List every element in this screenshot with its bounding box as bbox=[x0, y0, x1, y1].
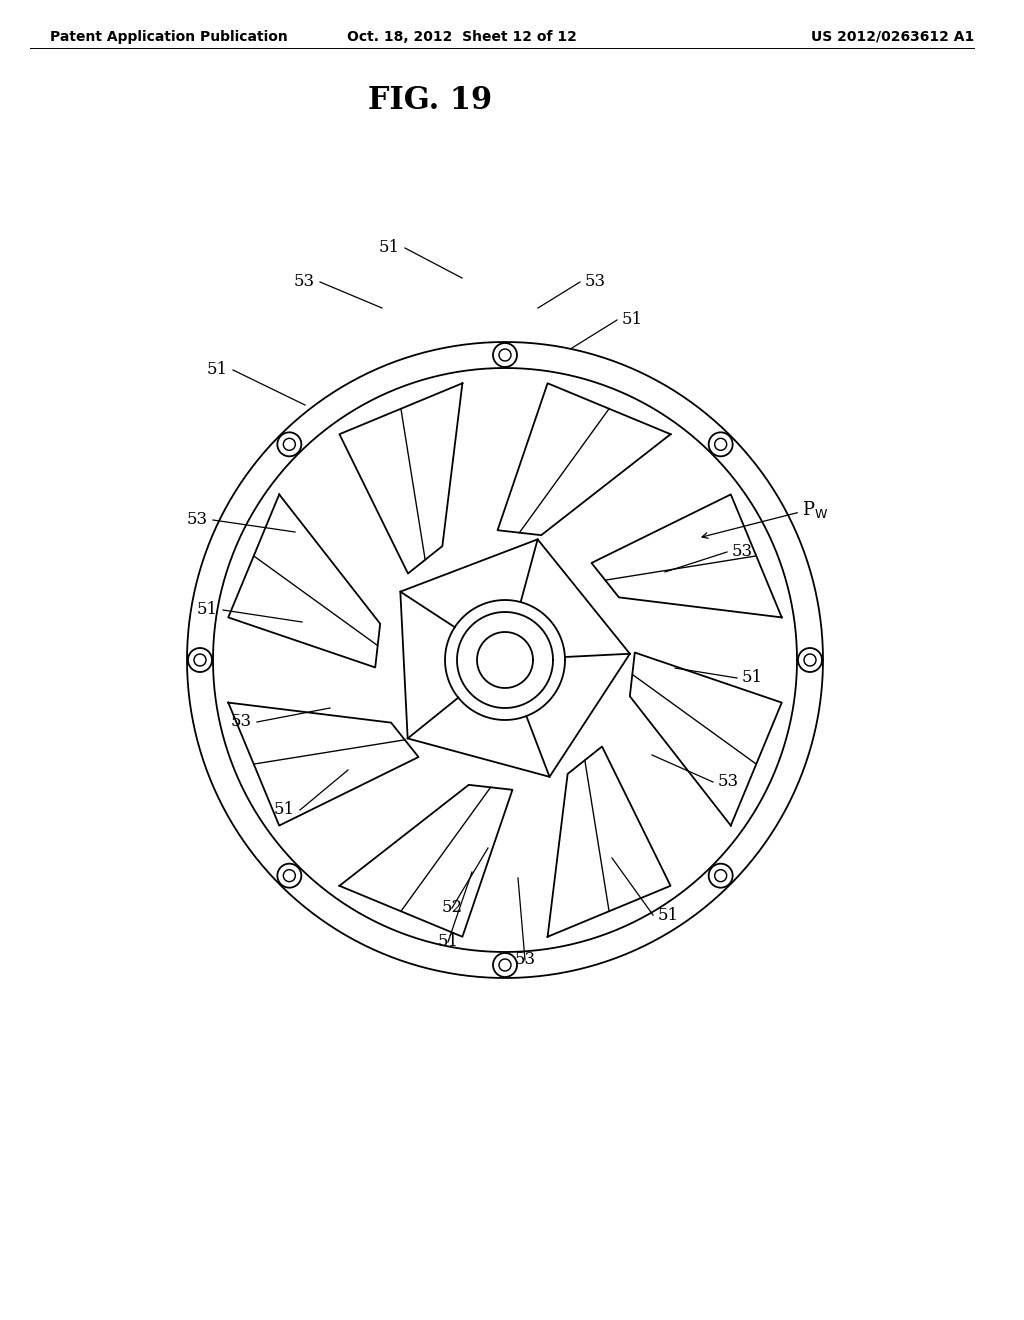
Text: FIG. 19: FIG. 19 bbox=[368, 84, 493, 116]
Text: 51: 51 bbox=[622, 312, 643, 329]
Text: 51: 51 bbox=[437, 933, 459, 950]
Text: 53: 53 bbox=[585, 273, 606, 290]
Text: 53: 53 bbox=[230, 714, 252, 730]
Text: 53: 53 bbox=[514, 952, 536, 969]
Text: 51: 51 bbox=[742, 669, 763, 686]
Text: 52: 52 bbox=[441, 899, 463, 916]
Text: Patent Application Publication: Patent Application Publication bbox=[50, 30, 288, 44]
Text: US 2012/0263612 A1: US 2012/0263612 A1 bbox=[811, 30, 974, 44]
Text: 51: 51 bbox=[197, 602, 218, 619]
Text: 53: 53 bbox=[186, 511, 208, 528]
Text: 51: 51 bbox=[207, 362, 228, 379]
Text: 51: 51 bbox=[658, 907, 679, 924]
Text: 53: 53 bbox=[732, 544, 753, 561]
Text: 53: 53 bbox=[718, 774, 739, 791]
Text: 51: 51 bbox=[379, 239, 400, 256]
Text: 53: 53 bbox=[294, 273, 315, 290]
Text: Oct. 18, 2012  Sheet 12 of 12: Oct. 18, 2012 Sheet 12 of 12 bbox=[347, 30, 577, 44]
Text: P$_{\rm W}$: P$_{\rm W}$ bbox=[802, 499, 828, 520]
Text: 51: 51 bbox=[273, 801, 295, 818]
